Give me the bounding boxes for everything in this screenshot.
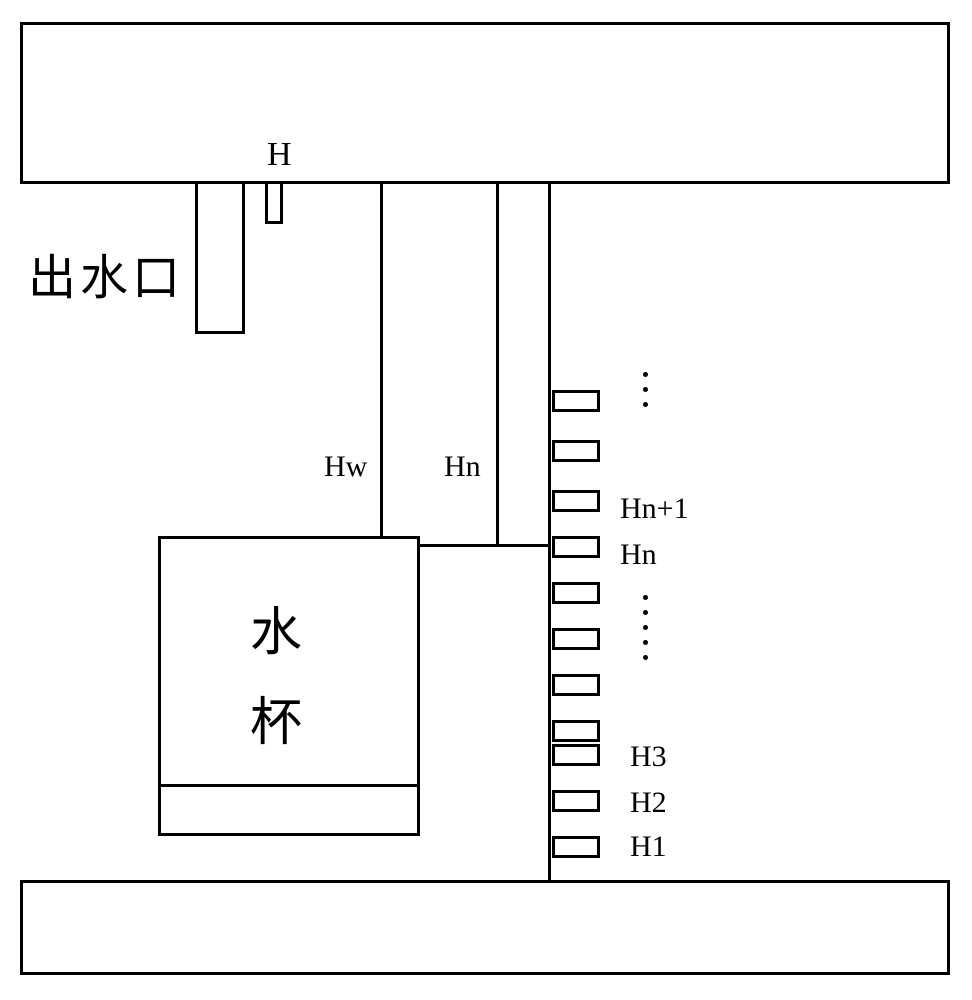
label-Hn1: Hn+1 [620,492,689,526]
top-bar [20,22,950,184]
dots-upper [640,372,650,407]
sensor-Hn1 [552,490,600,512]
outlet-body [195,184,245,334]
sensor-H3 [552,744,600,766]
dots-mid [640,595,650,660]
label-H1: H1 [630,830,667,864]
sensor-m2 [552,628,600,650]
bottom-bar [20,880,950,975]
cup-inner-line [161,784,417,787]
label-Hw: Hw [324,450,367,484]
hn-crossbar [420,544,550,547]
right-pillar [548,184,551,880]
outlet-stub [265,184,283,224]
sensor-m1 [552,582,600,604]
sensor-H2 [552,790,600,812]
label-outlet: 出水口 [28,238,184,308]
sensor-Hn [552,536,600,558]
label-cup-1: 水 [250,590,302,665]
label-H: H [267,136,292,174]
label-H3: H3 [630,740,667,774]
label-Hn-side: Hn [620,538,657,572]
hw-line [380,184,383,536]
sensor-top1 [552,390,600,412]
label-Hn-center: Hn [444,450,481,484]
sensor-m4 [552,720,600,742]
label-H2: H2 [630,786,667,820]
sensor-H1 [552,836,600,858]
sensor-top2 [552,440,600,462]
hn-line [496,184,499,544]
sensor-m3 [552,674,600,696]
label-cup-2: 杯 [250,680,302,755]
